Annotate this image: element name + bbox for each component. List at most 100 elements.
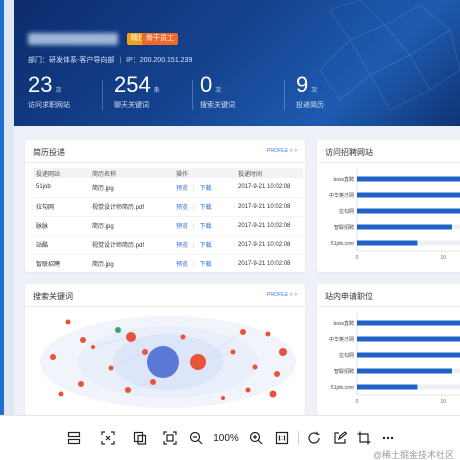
preview-link[interactable]: 预览 <box>176 205 189 211</box>
rotate-icon[interactable] <box>304 428 324 448</box>
keyword-bubble-chart <box>40 316 296 408</box>
keyword-bubble[interactable] <box>269 390 277 398</box>
bar <box>357 384 418 390</box>
layout-icon[interactable] <box>64 428 84 448</box>
keyword-bubble[interactable] <box>91 345 95 349</box>
keyword-bubble-center[interactable] <box>147 346 179 378</box>
stat-label: 聊天关键词 <box>114 102 149 109</box>
zoom-in-icon[interactable] <box>246 428 266 448</box>
fit-screen-icon[interactable] <box>160 428 180 448</box>
keyword-bubble[interactable] <box>150 379 156 385</box>
stat-divider <box>192 80 193 110</box>
keyword-bubble[interactable] <box>245 387 251 393</box>
category-label: 中华英才网 <box>329 336 354 343</box>
bar <box>357 192 460 198</box>
keyword-bubble[interactable] <box>126 332 136 342</box>
preview-link[interactable]: 预览 <box>176 243 189 249</box>
actual-size-icon[interactable] <box>272 428 292 448</box>
search-keywords-panel: 搜索关键词 PROFILE > > <box>25 284 305 415</box>
download-link[interactable]: 下载 <box>199 224 212 230</box>
table-row: 站酷 视觉设计师简历.pdf 预览 | 下载 2017-9-21 10:02:08 <box>33 234 303 254</box>
column-header: 投递时间 <box>235 168 303 178</box>
keyword-bubble[interactable] <box>230 349 236 355</box>
time-cell: 2017-9-21 10:02:08 <box>235 196 303 216</box>
tick-label: 0 <box>356 255 359 261</box>
column-header: 操作 <box>173 168 235 178</box>
site-cell: 脉脉 <box>33 215 89 235</box>
panel-divider <box>25 162 305 163</box>
keyword-bubble[interactable] <box>190 354 206 370</box>
keyword-bubble[interactable] <box>279 348 287 356</box>
keyword-bubble[interactable] <box>240 329 246 335</box>
bar <box>357 368 452 374</box>
download-link[interactable]: 下载 <box>199 205 212 211</box>
edit-icon[interactable] <box>330 428 350 448</box>
keyword-bubble[interactable] <box>265 331 271 337</box>
download-link[interactable]: 下载 <box>199 185 212 192</box>
panel-title: 简历投递 <box>33 148 65 157</box>
keyword-bubble[interactable] <box>65 319 71 325</box>
tick-label: 0 <box>356 399 359 405</box>
category-label: 拉勾网 <box>339 208 354 215</box>
keyword-bubble[interactable] <box>78 381 84 387</box>
zoom-out-icon[interactable] <box>186 428 206 448</box>
file-cell: 简历.jpg <box>89 253 173 272</box>
crop-icon[interactable] <box>354 428 374 448</box>
stat-label: 访问求职网站 <box>28 102 70 109</box>
profile-more-link[interactable]: PROFILE > > <box>266 292 297 298</box>
download-link[interactable]: 下载 <box>199 243 212 249</box>
bar <box>357 224 452 230</box>
keyword-bubble[interactable] <box>221 396 225 400</box>
category-label: 拉勾网 <box>339 352 354 359</box>
keyword-bubble[interactable] <box>50 354 56 360</box>
preview-link[interactable]: 预览 <box>176 262 189 269</box>
action-cell: 预览 | 下载 <box>176 185 212 192</box>
table-row: 51job 简历.jpg 预览 | 下载 2017-9-21 10:02:08 <box>33 178 303 197</box>
action-cell: 预览 | 下载 <box>173 196 235 216</box>
category-label: 51job.com <box>331 385 354 391</box>
panel-divider <box>317 162 460 163</box>
keyword-bubble[interactable] <box>274 371 280 377</box>
site-cell: 站酷 <box>33 234 89 254</box>
more-icon[interactable] <box>378 428 398 448</box>
keyword-bubble[interactable] <box>142 349 148 355</box>
site-cell: 51job <box>36 184 51 191</box>
panel-divider <box>25 306 305 307</box>
stat-value: 23 <box>28 72 53 97</box>
panel-divider <box>317 306 460 307</box>
visited-sites-panel: 访问招聘网站 boss直聘 中华英才网 拉勾网 智联招聘 51job.com 0 10 <box>317 140 460 272</box>
user-meta: 部门：研发体系-客户导向部 | IP：200.200.151.239 <box>28 57 193 64</box>
keyword-bubble[interactable] <box>58 391 64 397</box>
preview-link[interactable]: 预览 <box>176 224 189 230</box>
profile-header: 精仕 骨干员工 部门：研发体系-客户导向部 | IP：200.200.151.239… <box>14 0 460 126</box>
stat-divider <box>284 80 285 110</box>
download-link[interactable]: 下载 <box>199 262 212 269</box>
bar <box>357 240 418 246</box>
stat-unit: 条 <box>153 88 160 94</box>
keyword-bubble[interactable] <box>115 327 121 333</box>
stat-unit: 次 <box>215 88 222 94</box>
header-pattern <box>319 0 460 111</box>
keyword-bubble[interactable] <box>108 365 114 371</box>
stat-value: 9 <box>296 72 309 97</box>
tick-label: 10 <box>440 255 446 261</box>
keyword-bubble[interactable] <box>80 337 86 343</box>
profile-more-link[interactable]: PROFILE > > <box>266 148 297 154</box>
table-row: 智联招聘 简历.jpg 预览 | 下载 2017-9-21 10:02:08 <box>33 253 303 272</box>
keyword-bubble[interactable] <box>125 387 131 393</box>
stat-value: 0 <box>200 72 213 97</box>
keyword-bubble[interactable] <box>252 364 258 370</box>
keyword-bubble[interactable] <box>180 334 186 340</box>
crop-screen-icon[interactable] <box>98 428 118 448</box>
bar <box>357 352 460 358</box>
file-cell: 视觉设计师简历.pdf <box>89 234 173 254</box>
bar <box>357 336 460 342</box>
app-window: 精仕 骨干员工 部门：研发体系-客户导向部 | IP：200.200.151.239… <box>0 0 460 415</box>
stat-label: 投递简历 <box>296 102 324 109</box>
tick-label: 10 <box>440 399 446 405</box>
viewer-toolbar: 100% @稀土掘金技术社区 <box>0 415 460 460</box>
preview-link[interactable]: 预览 <box>176 185 189 192</box>
copy-text-icon[interactable] <box>130 428 150 448</box>
table-row: 脉脉 简历.jpg 预览 | 下载 2017-9-21 10:02:08 <box>33 215 303 235</box>
